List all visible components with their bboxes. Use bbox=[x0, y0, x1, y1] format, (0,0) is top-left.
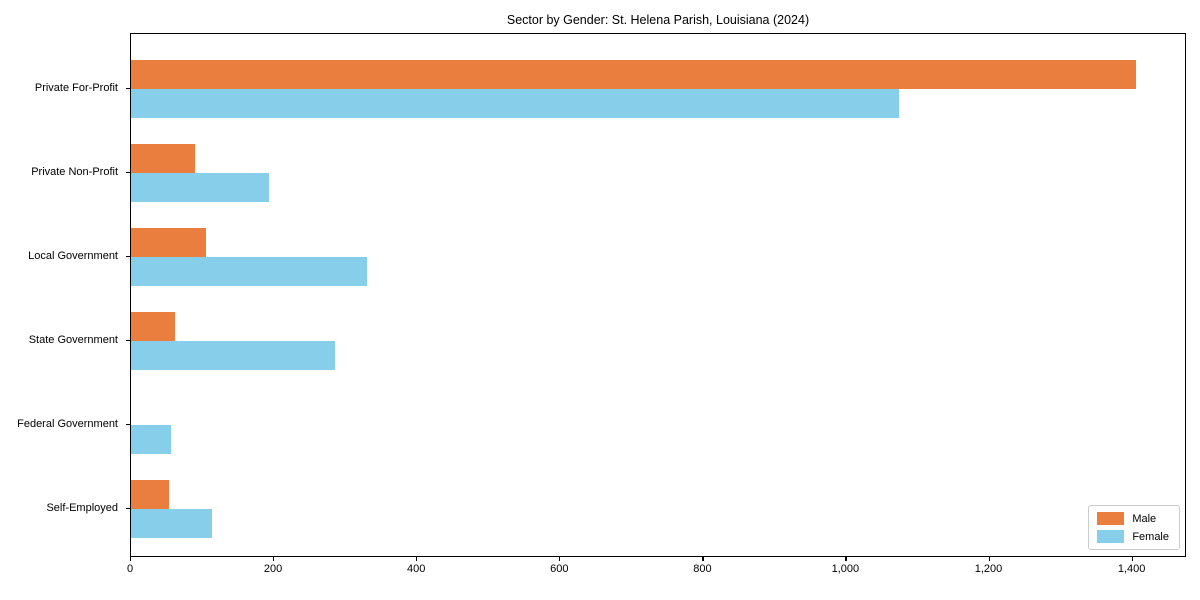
legend-entry-male: Male bbox=[1097, 512, 1169, 525]
x-tick-label-600: 600 bbox=[550, 563, 569, 575]
x-tick-mark bbox=[130, 557, 132, 561]
bar-male-self-employed bbox=[131, 480, 169, 509]
x-tick-label-800: 800 bbox=[693, 563, 712, 575]
bar-male-private-for-profit bbox=[131, 60, 1137, 89]
legend-label-female: Female bbox=[1132, 530, 1169, 543]
legend-swatch-male bbox=[1097, 512, 1125, 525]
x-tick-mark bbox=[702, 557, 704, 561]
y-tick-label-local-government: Local Government bbox=[28, 250, 118, 262]
y-tick-mark bbox=[126, 172, 130, 174]
chart-title: Sector by Gender: St. Helena Parish, Lou… bbox=[506, 13, 810, 27]
y-tick-mark bbox=[126, 88, 130, 90]
x-tick-mark bbox=[988, 557, 990, 561]
y-tick-label-private-for-profit: Private For-Profit bbox=[34, 82, 118, 94]
x-tick-label-200: 200 bbox=[263, 563, 283, 575]
y-tick-mark bbox=[126, 424, 130, 426]
bar-female-self-employed bbox=[131, 509, 212, 538]
plot-area bbox=[130, 33, 1186, 557]
x-tick-mark bbox=[416, 557, 418, 561]
y-tick-label-self-employed: Self-Employed bbox=[46, 502, 118, 514]
bar-female-federal-government bbox=[131, 425, 172, 454]
y-tick-label-state-government: State Government bbox=[28, 334, 118, 346]
bar-male-private-non-profit bbox=[131, 144, 196, 173]
bar-male-local-government bbox=[131, 228, 207, 257]
legend-swatch-female bbox=[1097, 530, 1125, 543]
x-tick-label-1-200: 1,200 bbox=[974, 563, 1003, 575]
x-tick-label-1-400: 1,400 bbox=[1117, 563, 1146, 575]
x-tick-mark bbox=[273, 557, 275, 561]
bar-female-private-non-profit bbox=[131, 173, 270, 202]
bar-female-local-government bbox=[131, 257, 368, 286]
x-tick-mark bbox=[559, 557, 561, 561]
x-tick-label-400: 400 bbox=[407, 563, 426, 575]
y-tick-mark bbox=[126, 340, 130, 342]
bar-female-state-government bbox=[131, 341, 335, 370]
y-tick-label-private-non-profit: Private Non-Profit bbox=[31, 166, 118, 178]
y-tick-label-federal-government: Federal Government bbox=[17, 418, 118, 430]
bar-female-private-for-profit bbox=[131, 89, 899, 118]
legend-entry-female: Female bbox=[1097, 530, 1169, 543]
legend: Male Female bbox=[1088, 505, 1180, 550]
x-tick-mark bbox=[845, 557, 847, 561]
x-tick-label-0: 0 bbox=[126, 563, 134, 575]
y-tick-mark bbox=[126, 508, 130, 510]
x-tick-label-1-000: 1,000 bbox=[831, 563, 860, 575]
y-tick-mark bbox=[126, 256, 130, 258]
legend-label-male: Male bbox=[1132, 512, 1157, 525]
x-tick-mark bbox=[1131, 557, 1133, 561]
bar-male-state-government bbox=[131, 312, 176, 341]
